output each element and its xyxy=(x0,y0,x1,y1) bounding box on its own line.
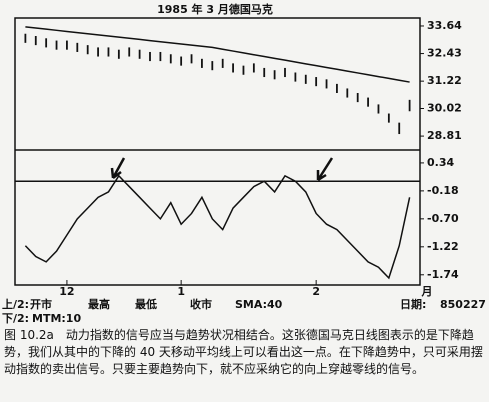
y-tick-label: 0.34 xyxy=(427,156,454,169)
y-tick-label: -1.74 xyxy=(427,268,459,281)
footer-label: MTM:10 xyxy=(32,312,81,325)
footer-label: 日期: xyxy=(400,297,426,311)
chart: 1985 年 3 月德国马克 33.64 32.43 31.22 30.02 28.81… xyxy=(2,2,486,325)
footer-label: 收市 xyxy=(190,297,212,311)
x-tick-label: 1 xyxy=(177,285,185,298)
footer-label: 最低 xyxy=(135,297,157,311)
x-tick-label: 2 xyxy=(312,285,320,298)
x-unit: 月 xyxy=(421,285,433,298)
momentum-line xyxy=(24,174,411,280)
footer-label: SMA:40 xyxy=(235,298,283,311)
y-tick-label: 31.22 xyxy=(427,74,462,87)
sma-line xyxy=(25,26,410,83)
footer-label: 上/2: xyxy=(2,297,29,311)
chart-title: 1985 年 3 月德国马克 xyxy=(157,2,273,16)
y-tick-label: 30.02 xyxy=(427,102,462,115)
y-tick-label: -1.22 xyxy=(427,240,459,253)
footer-label: 下/2: xyxy=(2,312,29,325)
y-tick-label: 28.81 xyxy=(427,129,462,142)
arrow xyxy=(110,157,126,179)
arrow xyxy=(316,157,334,182)
x-tick-label: 12 xyxy=(59,285,74,298)
footer-label: 最高 xyxy=(88,297,110,311)
y-tick-label: -0.18 xyxy=(427,184,459,197)
y-tick-label: 32.43 xyxy=(427,47,462,60)
footer-label: 开市 xyxy=(30,297,52,311)
plot-frame xyxy=(14,17,421,286)
caption: 图 10.2a 动力指数的信号应当与趋势状况相结合。这张德国马克日线图表示的是下… xyxy=(4,328,483,376)
y-tick-label: 33.64 xyxy=(427,19,462,32)
y-tick-label: -0.70 xyxy=(427,212,459,225)
footer-label: 850227 xyxy=(440,298,486,311)
